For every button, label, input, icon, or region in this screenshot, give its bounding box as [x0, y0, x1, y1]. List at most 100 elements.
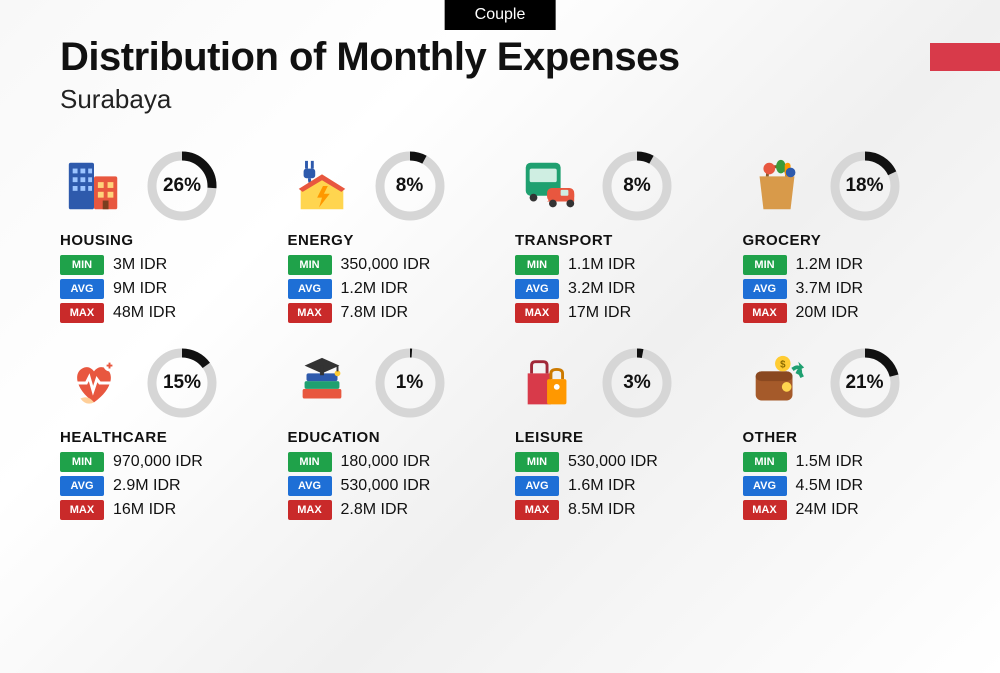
stat-max-row: MAX 17M IDR: [515, 303, 713, 323]
max-badge: MAX: [60, 500, 104, 520]
avg-badge: AVG: [60, 279, 104, 299]
education-icon: [288, 349, 356, 417]
page-title: Distribution of Monthly Expenses: [60, 35, 940, 80]
stat-avg-row: AVG 1.6M IDR: [515, 476, 713, 496]
categories-grid: 26% HOUSING MIN 3M IDR AVG 9M IDR MAX 48…: [0, 125, 1000, 544]
stat-max-row: MAX 7.8M IDR: [288, 303, 486, 323]
percent-label: 15%: [146, 347, 218, 419]
percent-donut: 18%: [829, 150, 901, 222]
min-value: 3M IDR: [113, 256, 167, 274]
max-value: 20M IDR: [796, 304, 859, 322]
avg-badge: AVG: [288, 279, 332, 299]
percent-label: 18%: [829, 150, 901, 222]
percent-donut: 8%: [601, 150, 673, 222]
avg-badge: AVG: [60, 476, 104, 496]
household-type-badge: Couple: [445, 0, 556, 30]
avg-value: 9M IDR: [113, 280, 167, 298]
min-badge: MIN: [60, 452, 104, 472]
min-value: 970,000 IDR: [113, 453, 203, 471]
category-card: 15% HEALTHCARE MIN 970,000 IDR AVG 2.9M …: [60, 347, 258, 524]
stat-min-row: MIN 1.5M IDR: [743, 452, 941, 472]
percent-donut: 3%: [601, 347, 673, 419]
category-name: HEALTHCARE: [60, 429, 258, 446]
max-badge: MAX: [515, 303, 559, 323]
stat-avg-row: AVG 4.5M IDR: [743, 476, 941, 496]
max-badge: MAX: [288, 500, 332, 520]
stat-min-row: MIN 1.1M IDR: [515, 255, 713, 275]
avg-value: 4.5M IDR: [796, 477, 864, 495]
category-name: TRANSPORT: [515, 232, 713, 249]
min-badge: MIN: [515, 452, 559, 472]
min-value: 1.1M IDR: [568, 256, 636, 274]
percent-donut: 8%: [374, 150, 446, 222]
max-value: 48M IDR: [113, 304, 176, 322]
leisure-icon: [515, 349, 583, 417]
min-value: 530,000 IDR: [568, 453, 658, 471]
country-flag: [930, 43, 1000, 71]
percent-label: 3%: [601, 347, 673, 419]
min-badge: MIN: [288, 452, 332, 472]
grocery-icon: [743, 152, 811, 220]
percent-label: 8%: [374, 150, 446, 222]
avg-value: 3.2M IDR: [568, 280, 636, 298]
avg-value: 530,000 IDR: [341, 477, 431, 495]
avg-badge: AVG: [743, 279, 787, 299]
max-value: 24M IDR: [796, 501, 859, 519]
stat-max-row: MAX 20M IDR: [743, 303, 941, 323]
category-name: ENERGY: [288, 232, 486, 249]
healthcare-icon: [60, 349, 128, 417]
category-card: 26% HOUSING MIN 3M IDR AVG 9M IDR MAX 48…: [60, 150, 258, 327]
percent-label: 21%: [829, 347, 901, 419]
category-card: $ 21% OTHER MIN 1.5M IDR AVG 4.5M IDR MA…: [743, 347, 941, 524]
category-name: EDUCATION: [288, 429, 486, 446]
min-badge: MIN: [743, 452, 787, 472]
category-card: 8% ENERGY MIN 350,000 IDR AVG 1.2M IDR M…: [288, 150, 486, 327]
percent-donut: 1%: [374, 347, 446, 419]
avg-badge: AVG: [515, 279, 559, 299]
category-card: 8% TRANSPORT MIN 1.1M IDR AVG 3.2M IDR M…: [515, 150, 713, 327]
category-card: 18% GROCERY MIN 1.2M IDR AVG 3.7M IDR MA…: [743, 150, 941, 327]
stat-avg-row: AVG 2.9M IDR: [60, 476, 258, 496]
max-badge: MAX: [515, 500, 559, 520]
min-badge: MIN: [288, 255, 332, 275]
avg-value: 2.9M IDR: [113, 477, 181, 495]
percent-donut: 21%: [829, 347, 901, 419]
stat-min-row: MIN 970,000 IDR: [60, 452, 258, 472]
max-badge: MAX: [743, 500, 787, 520]
stat-avg-row: AVG 530,000 IDR: [288, 476, 486, 496]
max-value: 17M IDR: [568, 304, 631, 322]
max-badge: MAX: [60, 303, 104, 323]
category-name: GROCERY: [743, 232, 941, 249]
stat-avg-row: AVG 1.2M IDR: [288, 279, 486, 299]
stat-min-row: MIN 350,000 IDR: [288, 255, 486, 275]
city-subtitle: Surabaya: [60, 84, 940, 115]
max-value: 8.5M IDR: [568, 501, 636, 519]
min-value: 350,000 IDR: [341, 256, 431, 274]
avg-badge: AVG: [515, 476, 559, 496]
category-name: LEISURE: [515, 429, 713, 446]
category-card: 3% LEISURE MIN 530,000 IDR AVG 1.6M IDR …: [515, 347, 713, 524]
stat-avg-row: AVG 3.7M IDR: [743, 279, 941, 299]
category-name: HOUSING: [60, 232, 258, 249]
stat-max-row: MAX 16M IDR: [60, 500, 258, 520]
stat-avg-row: AVG 9M IDR: [60, 279, 258, 299]
percent-label: 8%: [601, 150, 673, 222]
housing-icon: [60, 152, 128, 220]
stat-max-row: MAX 2.8M IDR: [288, 500, 486, 520]
percent-label: 26%: [146, 150, 218, 222]
percent-label: 1%: [374, 347, 446, 419]
min-value: 1.2M IDR: [796, 256, 864, 274]
percent-donut: 15%: [146, 347, 218, 419]
min-value: 1.5M IDR: [796, 453, 864, 471]
avg-badge: AVG: [288, 476, 332, 496]
percent-donut: 26%: [146, 150, 218, 222]
min-badge: MIN: [60, 255, 104, 275]
category-name: OTHER: [743, 429, 941, 446]
stat-avg-row: AVG 3.2M IDR: [515, 279, 713, 299]
stat-min-row: MIN 180,000 IDR: [288, 452, 486, 472]
stat-max-row: MAX 24M IDR: [743, 500, 941, 520]
min-badge: MIN: [515, 255, 559, 275]
avg-value: 1.2M IDR: [341, 280, 409, 298]
transport-icon: [515, 152, 583, 220]
stat-min-row: MIN 1.2M IDR: [743, 255, 941, 275]
